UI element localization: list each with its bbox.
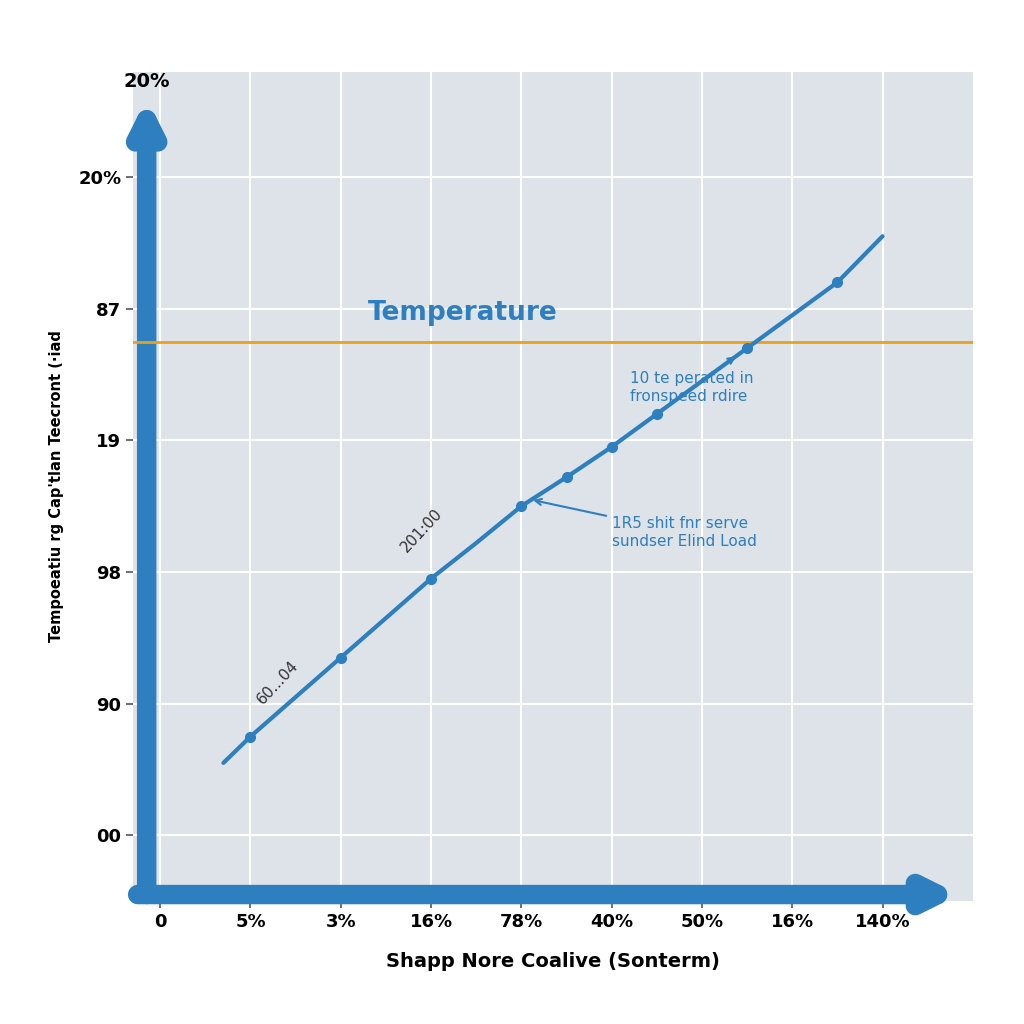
Text: 20%: 20% xyxy=(124,73,170,91)
Text: 201:00: 201:00 xyxy=(398,506,445,555)
Text: 60...04: 60...04 xyxy=(254,657,301,707)
Text: 10 te perated in
fronspeed rdire: 10 te perated in fronspeed rdire xyxy=(630,357,754,403)
Text: 1R5 shit fnr serve
sundser Elind Load: 1R5 shit fnr serve sundser Elind Load xyxy=(536,499,757,549)
Y-axis label: Tempoeatiu rg Cap'tlan Teecront (·iad: Tempoeatiu rg Cap'tlan Teecront (·iad xyxy=(49,331,65,642)
Text: Temperature: Temperature xyxy=(368,300,558,326)
X-axis label: Shapp Nore Coalive (Sonterm): Shapp Nore Coalive (Sonterm) xyxy=(386,951,720,971)
